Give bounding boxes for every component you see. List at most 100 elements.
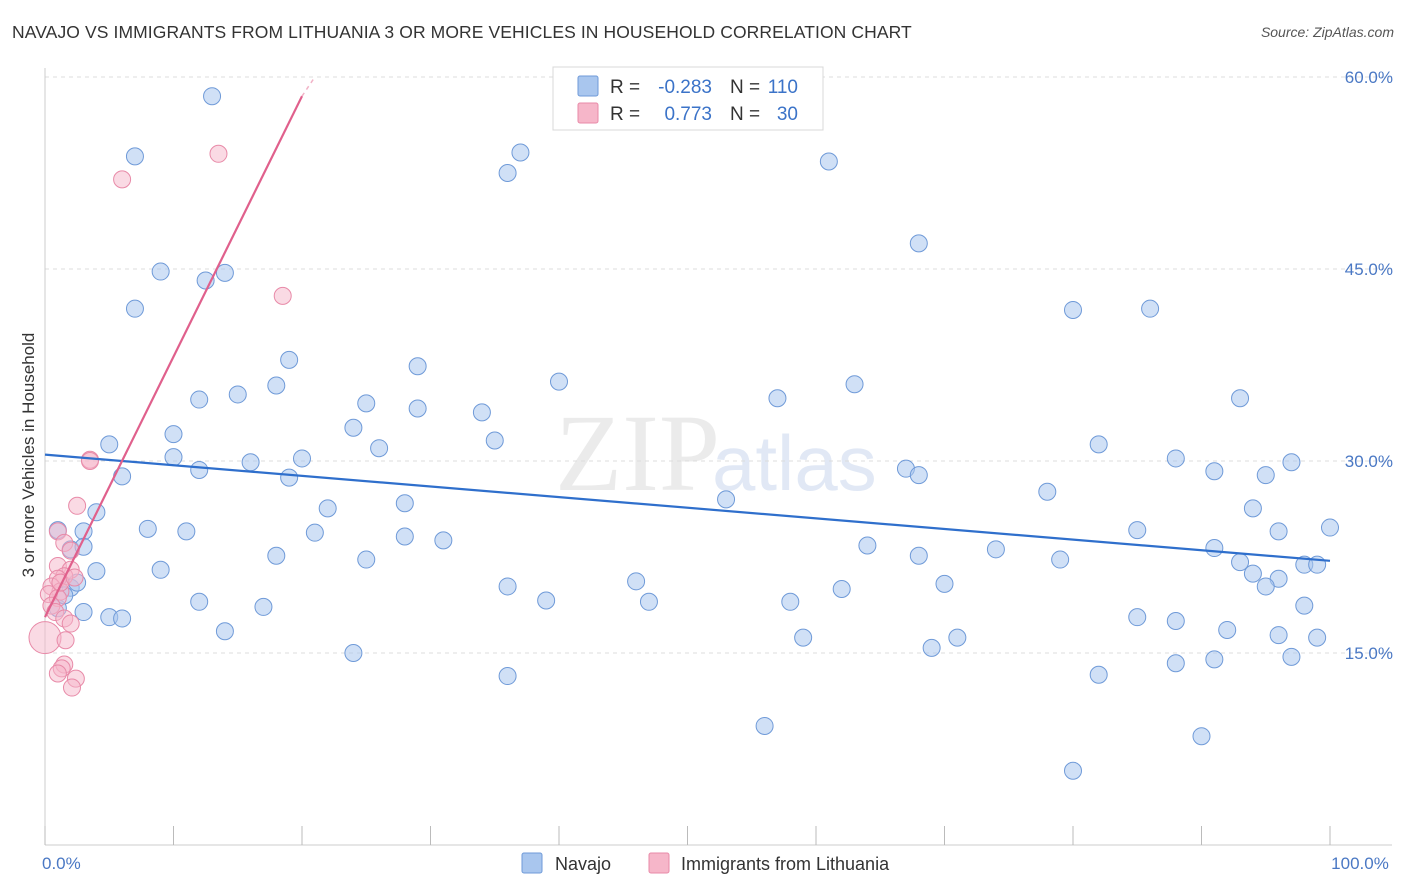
navajo-point-90 bbox=[948, 628, 967, 647]
navajo-point-16 bbox=[845, 375, 864, 394]
lithuania-point-20 bbox=[28, 621, 62, 655]
navajo-point-2 bbox=[498, 164, 517, 182]
navajo-point-75 bbox=[832, 580, 851, 598]
lithuania-n-value: 30 bbox=[777, 104, 798, 125]
lithuania-r-value: 0.773 bbox=[664, 104, 712, 125]
navajo-point-50 bbox=[138, 519, 157, 538]
navajo-point-17 bbox=[228, 385, 247, 404]
navajo-point-63 bbox=[357, 550, 376, 569]
lithuania-legend-swatch bbox=[577, 102, 599, 124]
axes bbox=[44, 68, 1392, 846]
navajo-point-99 bbox=[755, 716, 774, 735]
navajo-point-25 bbox=[164, 425, 183, 444]
navajo-point-24 bbox=[344, 418, 363, 437]
navajo-points bbox=[48, 87, 1339, 780]
navajo-point-69 bbox=[151, 560, 170, 579]
navajo-point-73 bbox=[498, 577, 517, 596]
navajo-point-22 bbox=[472, 403, 491, 422]
navajo-point-53 bbox=[395, 527, 414, 546]
navajo-point-38 bbox=[280, 468, 299, 487]
navajo-point-46 bbox=[395, 494, 414, 513]
x-tick-label-0: 0.0% bbox=[42, 854, 81, 873]
x-tick-labels: 0.0% 100.0% bbox=[42, 854, 1389, 873]
lithuania-point-29 bbox=[65, 568, 84, 587]
navajo-point-10 bbox=[1064, 300, 1082, 319]
chart-title: NAVAJO VS IMMIGRANTS FROM LITHUANIA 3 OR… bbox=[12, 22, 912, 42]
navajo-point-9 bbox=[125, 299, 144, 318]
navajo-point-30 bbox=[164, 448, 183, 467]
navajo-point-89 bbox=[794, 628, 813, 647]
trend-lines bbox=[44, 76, 1331, 618]
source-credit: Source: ZipAtlas.com bbox=[1260, 24, 1394, 40]
navajo-point-43 bbox=[717, 490, 736, 509]
navajo-legend-swatch bbox=[577, 75, 599, 97]
navajo-point-8 bbox=[215, 263, 234, 282]
lithuania-point-19 bbox=[61, 614, 80, 633]
navajo-point-80 bbox=[190, 592, 209, 611]
navajo-point-14 bbox=[267, 376, 286, 395]
navajo-point-82 bbox=[537, 591, 556, 610]
navajo-point-42 bbox=[1038, 482, 1057, 501]
navajo-point-86 bbox=[1128, 608, 1147, 627]
navajo-point-78 bbox=[639, 592, 658, 611]
navajo-point-54 bbox=[434, 531, 453, 550]
lithuania-point-26 bbox=[62, 678, 81, 697]
navajo-point-56 bbox=[1269, 522, 1288, 541]
navajo-trend-line bbox=[44, 453, 1331, 562]
navajo-n-label: N = bbox=[730, 77, 760, 98]
navajo-point-35 bbox=[113, 467, 132, 486]
navajo-point-33 bbox=[1166, 449, 1185, 468]
navajo-point-23 bbox=[1231, 389, 1250, 408]
navajo-r-label: R = bbox=[610, 77, 640, 98]
navajo-point-77 bbox=[1256, 577, 1275, 596]
navajo-point-100 bbox=[1192, 727, 1211, 746]
gridlines bbox=[45, 76, 1392, 654]
navajo-point-20 bbox=[408, 399, 427, 418]
navajo-point-29 bbox=[1089, 435, 1108, 454]
navajo-point-91 bbox=[1218, 620, 1237, 639]
lithuania-point-0 bbox=[209, 144, 228, 163]
navajo-point-55 bbox=[1128, 521, 1147, 540]
bottom-legend-navajo-swatch bbox=[521, 852, 543, 874]
navajo-point-97 bbox=[1089, 665, 1108, 684]
navajo-point-26 bbox=[485, 431, 504, 450]
navajo-point-15 bbox=[550, 372, 568, 391]
navajo-point-81 bbox=[254, 597, 273, 616]
lithuania-trend-line bbox=[44, 95, 303, 618]
lithuania-point-4 bbox=[68, 496, 87, 515]
navajo-point-0 bbox=[203, 87, 222, 106]
navajo-point-31 bbox=[241, 453, 260, 472]
navajo-point-85 bbox=[113, 609, 132, 628]
navajo-point-4 bbox=[819, 152, 838, 171]
lithuania-point-1 bbox=[113, 170, 132, 189]
navajo-point-47 bbox=[1243, 499, 1262, 518]
navajo-point-3 bbox=[511, 143, 530, 162]
watermark-zip: ZIP bbox=[555, 392, 720, 514]
navajo-point-58 bbox=[858, 536, 877, 555]
navajo-point-108 bbox=[1308, 628, 1327, 647]
navajo-point-27 bbox=[100, 435, 119, 454]
watermark: ZIP atlas bbox=[555, 392, 877, 514]
navajo-point-39 bbox=[909, 466, 928, 485]
navajo-point-104 bbox=[74, 603, 93, 622]
lithuania-r-label: R = bbox=[610, 104, 640, 125]
stats-legend: R = -0.283 N = 110 R = 0.773 N = 30 bbox=[552, 66, 824, 131]
x-tick-label-1: 100.0% bbox=[1331, 854, 1389, 873]
navajo-point-70 bbox=[1243, 564, 1262, 583]
y-tick-labels: 15.0% 30.0% 45.0% 60.0% bbox=[1345, 68, 1393, 663]
y-tick-label-1: 30.0% bbox=[1345, 452, 1393, 471]
navajo-point-18 bbox=[190, 390, 209, 409]
bottom-legend-navajo-label: Navajo bbox=[555, 854, 611, 874]
y-tick-label-3: 60.0% bbox=[1345, 68, 1393, 87]
bottom-legend-lithuania-label: Immigrants from Lithuania bbox=[681, 854, 890, 874]
navajo-point-62 bbox=[909, 546, 928, 565]
navajo-point-96 bbox=[1166, 654, 1185, 673]
navajo-point-28 bbox=[370, 439, 389, 458]
navajo-point-101 bbox=[1064, 761, 1082, 780]
navajo-point-19 bbox=[357, 394, 376, 413]
navajo-point-11 bbox=[1141, 299, 1160, 318]
navajo-point-68 bbox=[87, 562, 106, 581]
navajo-point-41 bbox=[1282, 453, 1301, 472]
bottom-legend: Navajo Immigrants from Lithuania bbox=[521, 852, 890, 874]
navajo-point-88 bbox=[215, 622, 234, 641]
